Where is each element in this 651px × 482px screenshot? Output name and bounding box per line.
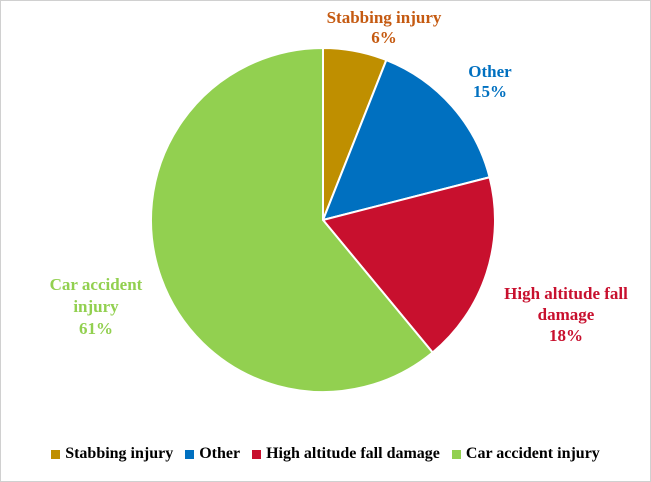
legend-label-car: Car accident injury (465, 445, 600, 462)
data-label-fall: High altitude fall damage 18% (504, 284, 628, 345)
legend-swatch-car (451, 449, 461, 459)
data-label-car: Car accident injury 61% (50, 275, 143, 338)
legend-label-other: Other (199, 445, 241, 462)
pie-slice-car (150, 46, 435, 393)
legend-swatch-other (185, 449, 195, 459)
legend-label-fall: High altitude fall damage (266, 445, 440, 462)
legend-swatch-stabbing (51, 449, 61, 459)
pie-slice-other (321, 58, 491, 222)
pie-slice-fall (321, 176, 496, 354)
legend-swatch-fall (252, 449, 262, 459)
legend-item-fall: High altitude fall damage (252, 445, 440, 463)
legend-item-other: Other (185, 445, 240, 463)
legend: Stabbing injury Other High altitude fall… (1, 445, 650, 463)
legend-label-stabbing: Stabbing injury (65, 445, 174, 462)
data-label-stabbing: Stabbing injury 6% (327, 8, 442, 47)
pie-chart: Stabbing injury 6% Other 15% High altitude f… (50, 8, 628, 393)
legend-item-stabbing: Stabbing injury (51, 445, 173, 463)
data-label-other: Other 15% (468, 62, 512, 101)
legend-item-car: Car accident injury (451, 445, 600, 463)
